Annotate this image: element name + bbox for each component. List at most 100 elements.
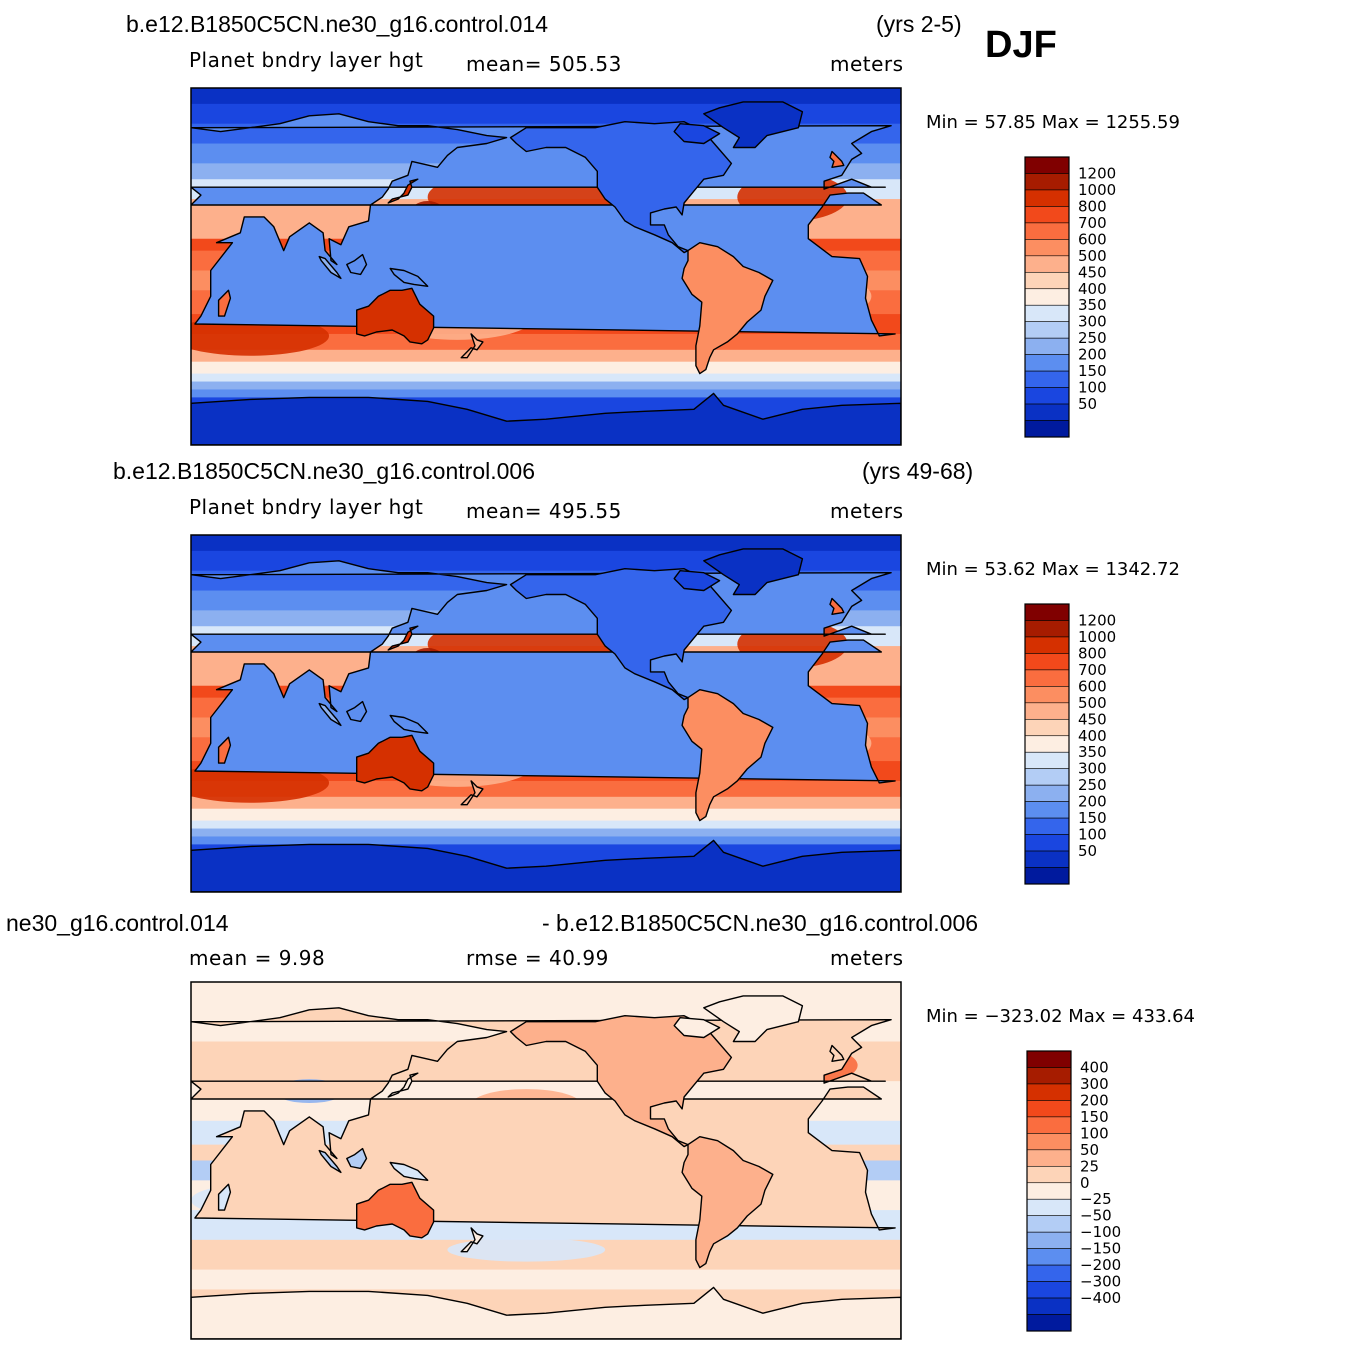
colorbar-swatch [1024,222,1070,240]
colorbar-swatch [1024,702,1070,720]
coastline-australia [356,1181,435,1239]
coastline-new-guinea [389,1161,429,1181]
map-frame [190,87,902,446]
coastline-antarctica [191,839,901,892]
colorbar-swatch [1024,850,1070,868]
colorbar-tick-label: 100 [1078,826,1107,844]
panel2-units: meters [830,499,904,523]
coastline-japan [387,625,419,651]
colorbar-tick-label: 1200 [1078,611,1116,629]
field-band [191,535,901,552]
colorbar-swatch [1024,834,1070,852]
panel3-title-right: - b.e12.B1850C5CN.ne30_g16.control.006 [542,910,979,936]
colorbar-tick-label: 250 [1078,776,1107,794]
colorbar-swatch [1024,288,1070,306]
panel3-rmse: rmse = 40.99 [466,946,609,970]
coastline-madagascar [217,289,232,317]
colorbar-tick-label: 800 [1078,197,1107,215]
colorbar-swatch [1026,1083,1072,1101]
coastline-greenland [703,101,804,149]
coastline-newzealand [460,333,484,359]
coastline-new-guinea [389,267,429,287]
colorbar-tick-label: 200 [1080,1091,1109,1109]
colorbar-tick-label: 400 [1080,1058,1109,1076]
colorbar-swatch [1024,801,1070,819]
coastline-new-guinea [389,714,429,734]
colorbar-tick-label: 800 [1078,644,1107,662]
map-frame [190,981,902,1340]
colorbar-tick-label: 700 [1078,661,1107,679]
coastline-north-america [509,1015,733,1148]
coastline-antarctica [191,1286,901,1339]
coastline-madagascar [217,736,232,764]
panel2-period: (yrs 49-68) [862,458,974,484]
panel3-map [190,981,902,1340]
colorbar-swatch [1024,718,1070,737]
panel1-variable: Planet bndry layer hgt [189,48,424,72]
colorbar-tick-label: 1000 [1078,628,1116,646]
coastline-north-america [509,121,733,254]
coastline-south-america [681,242,774,375]
coastline-borneo [346,253,368,276]
panel1-units: meters [830,52,904,76]
colorbar-swatch [1026,1215,1072,1233]
coastline-uk [829,150,845,168]
colorbar-tick-label: −300 [1080,1273,1121,1291]
colorbar-swatch [1026,1067,1072,1085]
colorbar-swatch [1024,387,1070,405]
colorbar-tick-label: 0 [1080,1174,1090,1192]
colorbar-swatch [1026,1165,1072,1184]
colorbar-tick-label: 500 [1078,694,1107,712]
field-anomaly [447,1237,606,1262]
coastline-baffin [673,123,721,145]
panel2-variable: Planet bndry layer hgt [189,495,424,519]
colorbar-swatch [1026,1198,1072,1217]
panel3-colorbar: 40030020015010050250−25−50−100−150−200−3… [1026,1050,1121,1332]
colorbar-frame [1024,156,1070,438]
colorbar-tick-label: 150 [1078,809,1107,827]
field-band [191,808,901,822]
panel2-minmax: Min = 53.62 Max = 1342.72 [926,559,1180,580]
colorbar-tick-label: 400 [1078,280,1107,298]
coastline-borneo [346,700,368,723]
colorbar-tick-label: 50 [1078,842,1097,860]
colorbar-swatch [1024,686,1070,704]
coastline-newzealand [460,780,484,806]
coastline-uk [829,1044,845,1062]
colorbar-swatch [1024,735,1070,753]
panel2-mean: mean= 495.55 [466,499,622,523]
field-band [191,389,901,398]
colorbar-tick-label: −50 [1080,1207,1112,1225]
field-band [191,820,901,830]
colorbar-tick-label: 700 [1078,214,1107,232]
coastline-north-america [509,568,733,701]
colorbar-swatch [1024,354,1070,372]
coastline-south-america [681,689,774,822]
colorbar-tick-label: −200 [1080,1256,1121,1274]
colorbar-tick-label: 50 [1078,395,1097,413]
colorbar-swatch [1024,420,1070,438]
field-band [191,349,901,363]
field-band [191,836,901,845]
colorbar-swatch [1024,603,1070,621]
coastline-baffin [673,570,721,592]
colorbar-tick-label: 50 [1080,1141,1099,1159]
colorbar-tick-label: 200 [1078,793,1107,811]
panel3-units: meters [830,946,904,970]
colorbar-swatch [1026,1116,1072,1134]
colorbar-tick-label: 300 [1078,313,1107,331]
season-label: DJF [985,24,1057,66]
panel2-title: b.e12.B1850C5CN.ne30_g16.control.006 [113,458,535,484]
colorbar-swatch [1024,768,1070,786]
map-frame [190,534,902,893]
coastline-japan [387,178,419,204]
colorbar-swatch [1024,636,1070,654]
coastline-australia [356,287,435,345]
colorbar-tick-label: 400 [1078,727,1107,745]
colorbar-tick-label: 300 [1078,760,1107,778]
field-band [191,88,901,105]
colorbar-tick-label: 450 [1078,710,1107,728]
colorbar-tick-label: 150 [1080,1108,1109,1126]
field-band [191,1269,901,1290]
colorbar-tick-label: 350 [1078,296,1107,314]
